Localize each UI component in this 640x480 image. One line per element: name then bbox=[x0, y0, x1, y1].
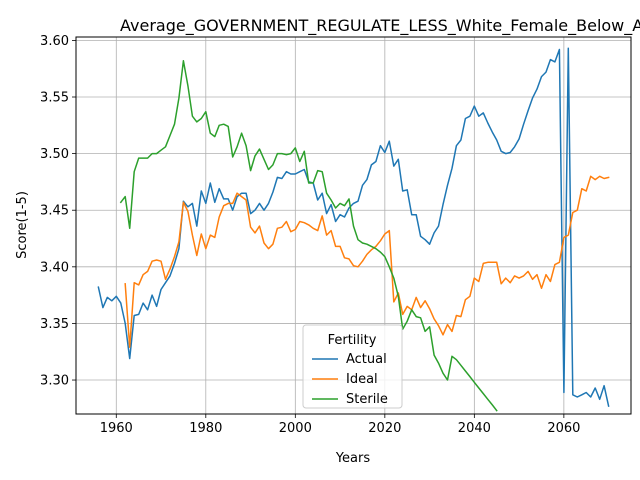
y-tick-label: 3.40 bbox=[40, 260, 69, 275]
plot-frame bbox=[75, 36, 632, 415]
series-line-ideal bbox=[124, 175, 610, 348]
grid bbox=[76, 37, 631, 414]
series-line-sterile bbox=[119, 60, 498, 412]
legend-label-ideal: Ideal bbox=[346, 372, 378, 387]
x-tick-label: 2040 bbox=[458, 421, 491, 436]
series-lines bbox=[97, 47, 610, 412]
y-tick-label: 3.50 bbox=[40, 147, 69, 162]
y-tick-label: 3.35 bbox=[40, 317, 69, 332]
y-axis-label: Score(1-5) bbox=[15, 191, 30, 259]
legend-label-actual: Actual bbox=[346, 352, 387, 367]
y-tick-label: 3.60 bbox=[40, 34, 69, 49]
x-tick-label: 1960 bbox=[100, 421, 133, 436]
y-tick-label: 3.30 bbox=[40, 374, 69, 389]
y-tick-label: 3.45 bbox=[40, 204, 69, 219]
x-tick-label: 2020 bbox=[368, 421, 401, 436]
x-axis-label: Years bbox=[335, 451, 371, 466]
x-tick-label: 2060 bbox=[547, 421, 580, 436]
y-tick-label: 3.55 bbox=[40, 91, 69, 106]
legend-title: Fertility bbox=[328, 333, 377, 348]
y-axis: 3.30 3.35 3.40 3.45 3.50 3.55 3.60 bbox=[40, 34, 76, 389]
legend-box bbox=[302, 324, 403, 409]
legend-items: Actual Ideal Sterile bbox=[312, 352, 388, 407]
series-line-actual bbox=[97, 47, 610, 407]
legend-label-sterile: Sterile bbox=[346, 392, 388, 407]
x-tick-label: 2000 bbox=[279, 421, 312, 436]
x-axis: 1960 1980 2000 2020 2040 2060 bbox=[100, 414, 580, 436]
x-tick-label: 1980 bbox=[189, 421, 222, 436]
chart-title: Average_GOVERNMENT_REGULATE_LESS_White_F… bbox=[120, 16, 640, 36]
legend: Fertility Actual Ideal Sterile bbox=[302, 324, 403, 409]
